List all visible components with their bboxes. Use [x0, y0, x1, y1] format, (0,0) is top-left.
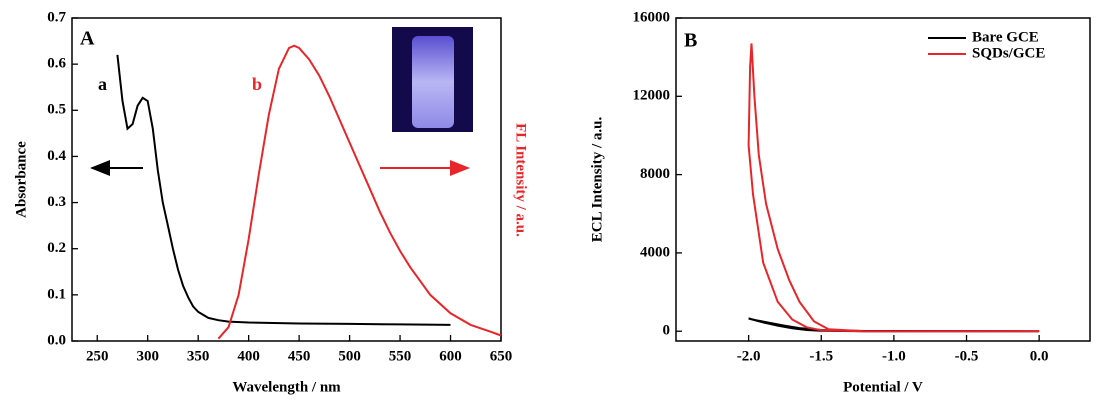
y-tick-label: 4000: [640, 244, 670, 260]
x-tick-label: 400: [237, 348, 260, 364]
x-tick-label: 500: [338, 348, 361, 364]
y2-axis-label: FL Intensity / a.u.: [513, 123, 529, 237]
plot-frame: [675, 17, 1091, 342]
legend-label: Bare GCE: [972, 29, 1039, 45]
y-tick-label: 0.1: [47, 286, 66, 302]
inset-vial: [412, 36, 454, 128]
data-line: [217, 44, 502, 340]
y-tick-label: 12000: [633, 88, 671, 104]
y-axis-label: ECL Intensity / a.u.: [589, 117, 605, 243]
annotation: a: [98, 74, 107, 94]
x-tick-label: 600: [439, 348, 462, 364]
y-axis-label: Absorbance: [13, 141, 29, 218]
annotation: b: [252, 74, 262, 94]
x-tick-label: -1.0: [882, 348, 906, 364]
x-tick-label: 550: [389, 348, 412, 364]
y-tick-label: 0.2: [47, 240, 66, 256]
x-tick-label: -1.5: [809, 348, 833, 364]
x-tick-label: 350: [187, 348, 210, 364]
y-tick-label: 0.6: [47, 56, 66, 72]
x-tick-label: -0.5: [955, 348, 979, 364]
legend-label: SQDs/GCE: [972, 45, 1045, 61]
x-tick-label: 250: [86, 348, 109, 364]
y-tick-label: 0.4: [47, 148, 66, 164]
y-tick-label: 8000: [640, 166, 670, 182]
annotation: A: [80, 28, 95, 50]
y-tick-label: 0.3: [47, 194, 66, 210]
x-tick-label: 650: [490, 348, 513, 364]
plot-frame: [71, 17, 502, 342]
y-tick-label: 0.7: [47, 9, 66, 25]
y-tick-label: 0: [663, 323, 671, 339]
x-tick-label: 0.0: [1030, 348, 1049, 364]
x-tick-label: 450: [288, 348, 311, 364]
x-axis-label: Wavelength / nm: [232, 379, 341, 395]
data-line: [747, 43, 1040, 333]
x-tick-label: 300: [136, 348, 159, 364]
y-tick-label: 0.0: [47, 332, 66, 348]
annotation: B: [684, 30, 697, 52]
data-line: [116, 54, 451, 326]
y-tick-label: 0.5: [47, 102, 66, 118]
x-axis-label: Potential / V: [843, 379, 923, 395]
y-tick-label: 16000: [633, 9, 671, 25]
x-tick-label: -2.0: [737, 348, 761, 364]
